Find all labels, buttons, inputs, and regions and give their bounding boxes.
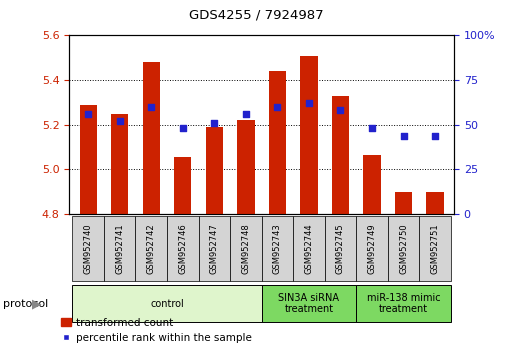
Bar: [80, 105, 97, 214]
Point: [400, 133, 408, 138]
Text: GSM952741: GSM952741: [115, 223, 124, 274]
Bar: [111, 114, 128, 214]
Point: [84, 111, 92, 117]
Point: [368, 126, 376, 131]
Bar: [237, 120, 254, 214]
Text: GSM952743: GSM952743: [273, 223, 282, 274]
Bar: [269, 71, 286, 214]
Point: [147, 104, 155, 110]
Text: ▶: ▶: [32, 297, 42, 310]
Text: GSM952747: GSM952747: [210, 223, 219, 274]
Text: GSM952740: GSM952740: [84, 223, 93, 274]
Text: GDS4255 / 7924987: GDS4255 / 7924987: [189, 9, 324, 22]
Text: GSM952751: GSM952751: [430, 223, 440, 274]
Point: [431, 133, 439, 138]
Bar: [174, 157, 191, 214]
Point: [337, 108, 345, 113]
Text: GSM952750: GSM952750: [399, 223, 408, 274]
Text: miR-138 mimic
treatment: miR-138 mimic treatment: [367, 293, 440, 314]
Bar: [426, 192, 444, 214]
Point: [273, 104, 282, 110]
Point: [210, 120, 219, 126]
Bar: [395, 192, 412, 214]
Bar: [206, 127, 223, 214]
Text: SIN3A siRNA
treatment: SIN3A siRNA treatment: [279, 293, 340, 314]
Text: protocol: protocol: [3, 298, 48, 309]
Text: GSM952742: GSM952742: [147, 223, 156, 274]
Point: [115, 118, 124, 124]
Bar: [363, 155, 381, 214]
Text: control: control: [150, 298, 184, 309]
Point: [305, 101, 313, 106]
Legend: transformed count, percentile rank within the sample: transformed count, percentile rank withi…: [56, 314, 256, 347]
Bar: [143, 62, 160, 214]
Text: GSM952748: GSM952748: [241, 223, 250, 274]
Point: [179, 126, 187, 131]
Text: GSM952749: GSM952749: [367, 223, 377, 274]
Text: GSM952745: GSM952745: [336, 223, 345, 274]
Text: GSM952744: GSM952744: [304, 223, 313, 274]
Point: [242, 111, 250, 117]
Bar: [332, 96, 349, 214]
Bar: [300, 56, 318, 214]
Text: GSM952746: GSM952746: [179, 223, 187, 274]
